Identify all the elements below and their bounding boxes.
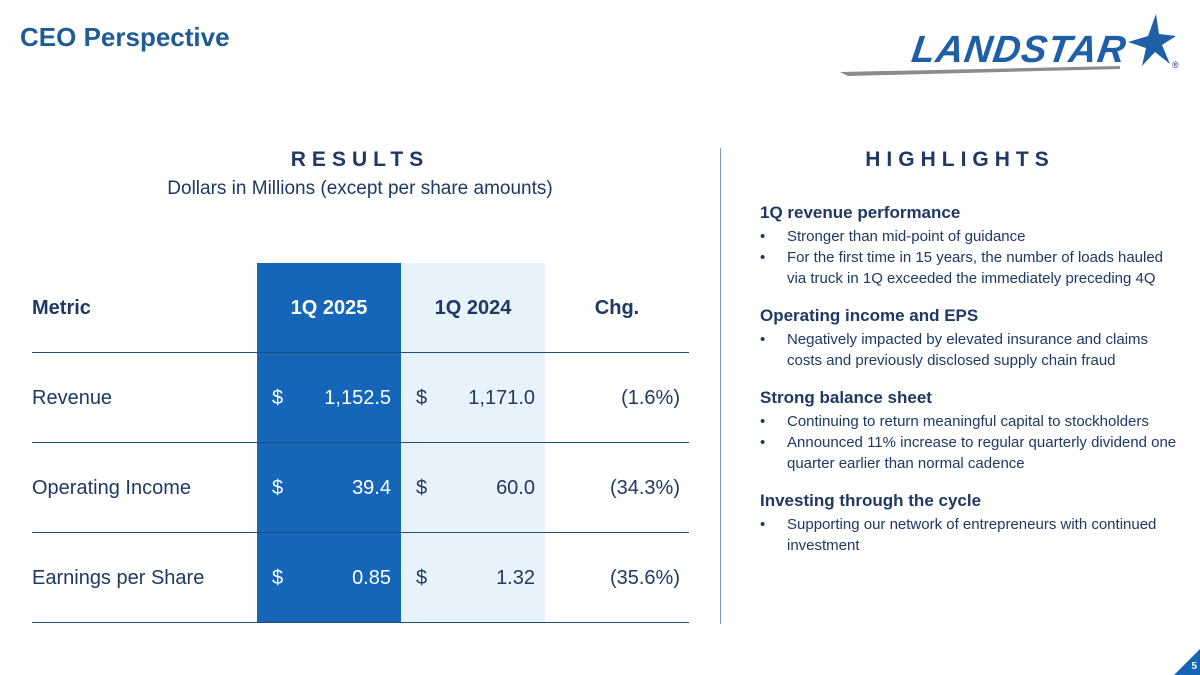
- results-subtitle: Dollars in Millions (except per share am…: [167, 178, 553, 199]
- highlight-heading: Investing through the cycle: [760, 491, 982, 510]
- row-divider: [32, 532, 689, 533]
- highlight-bullet: For the first time in 15 years, the numb…: [760, 247, 1180, 289]
- star-icon: [1128, 14, 1176, 66]
- landstar-logo: LANDSTAR ®: [840, 12, 1185, 82]
- value-1q2024: 1,171.0: [468, 387, 535, 409]
- highlight-heading: Strong balance sheet: [760, 388, 932, 407]
- column-header-change: Chg.: [594, 297, 640, 319]
- section-divider: [720, 148, 721, 624]
- row-divider: [32, 352, 689, 353]
- value-1q2025: 39.4: [352, 477, 391, 499]
- value-1q2025: 0.85: [352, 567, 391, 589]
- highlights-list: 1Q revenue performance Stronger than mid…: [760, 203, 1180, 573]
- column-header-1q2024: 1Q 2024: [434, 297, 512, 319]
- page-title: CEO Perspective: [20, 22, 230, 52]
- column-header-metric: Metric: [32, 297, 91, 319]
- highlight-bullet: Supporting our network of entrepreneurs …: [760, 514, 1180, 556]
- logo-swoosh: [840, 66, 1120, 76]
- currency-symbol: $: [416, 567, 428, 589]
- metric-label: Earnings per Share: [32, 567, 205, 589]
- currency-symbol: $: [416, 477, 428, 499]
- metric-label: Operating Income: [32, 477, 191, 499]
- highlights-title: HIGHLIGHTS: [865, 148, 1055, 171]
- highlight-bullet: Negatively impacted by elevated insuranc…: [760, 329, 1180, 371]
- currency-symbol: $: [272, 387, 284, 409]
- currency-symbol: $: [272, 567, 284, 589]
- value-change: (35.6%): [609, 567, 680, 589]
- highlight-bullet: Announced 11% increase to regular quarte…: [760, 432, 1180, 474]
- logo-registered-mark: ®: [1172, 60, 1179, 70]
- currency-symbol: $: [416, 387, 428, 409]
- highlight-heading: Operating income and EPS: [760, 306, 979, 325]
- currency-symbol: $: [272, 477, 284, 499]
- value-change: (1.6%): [621, 387, 680, 409]
- results-title: RESULTS: [290, 148, 430, 171]
- page-number-badge: [1174, 649, 1200, 675]
- highlight-group: Strong balance sheet Continuing to retur…: [760, 388, 1180, 474]
- value-1q2024: 1.32: [496, 567, 535, 589]
- value-1q2024: 60.0: [496, 477, 535, 499]
- page-number: 5: [1191, 661, 1197, 672]
- value-1q2025: 1,152.5: [324, 387, 391, 409]
- highlight-group: Operating income and EPS Negatively impa…: [760, 306, 1180, 371]
- metric-label: Revenue: [32, 387, 113, 409]
- row-divider: [32, 442, 689, 443]
- column-1q2025-background: [257, 263, 401, 623]
- highlight-bullet: Stronger than mid-point of guidance: [760, 226, 1180, 247]
- results-header: RESULTS Dollars in Millions (except per …: [60, 148, 660, 200]
- highlight-heading: 1Q revenue performance: [760, 203, 961, 222]
- highlight-group: Investing through the cycle Supporting o…: [760, 491, 1180, 556]
- column-header-1q2025: 1Q 2025: [290, 297, 368, 319]
- row-divider: [32, 622, 689, 623]
- highlight-group: 1Q revenue performance Stronger than mid…: [760, 203, 1180, 289]
- highlight-bullet: Continuing to return meaningful capital …: [760, 411, 1180, 432]
- column-1q2024-background: [401, 263, 545, 623]
- logo-text: LANDSTAR: [909, 29, 1130, 71]
- value-change: (34.3%): [609, 477, 680, 499]
